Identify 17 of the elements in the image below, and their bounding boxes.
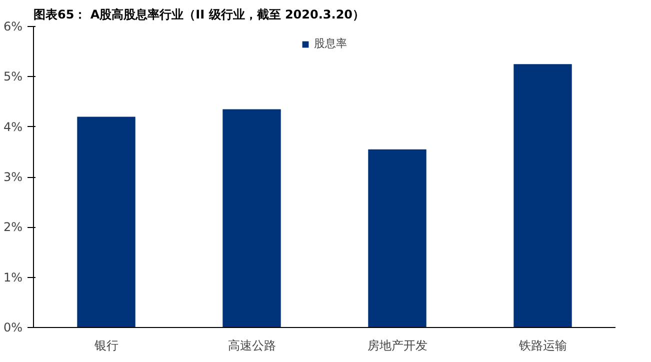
x-tick-label: 高速公路	[228, 338, 276, 352]
bar	[77, 116, 136, 328]
x-tick-label: 铁路运输	[518, 338, 567, 352]
y-tick-label: 0%	[3, 320, 23, 334]
y-tick-label: 6%	[3, 20, 23, 34]
y-tick-label: 2%	[3, 220, 23, 234]
x-tick-label: 房地产开发	[367, 338, 428, 352]
x-tick-label: 银行	[93, 338, 118, 352]
bar	[368, 149, 426, 328]
bar	[222, 109, 281, 328]
y-tick-label: 4%	[3, 120, 23, 134]
y-tick-label: 1%	[3, 270, 23, 284]
y-tick-label: 3%	[3, 170, 23, 184]
y-tick-label: 5%	[3, 70, 23, 84]
bar	[514, 64, 572, 328]
legend-label: 股息率	[314, 36, 347, 51]
chart-title: 图表65： A股高股息率行业（II 级行业，截至 2020.3.20）	[34, 8, 365, 22]
